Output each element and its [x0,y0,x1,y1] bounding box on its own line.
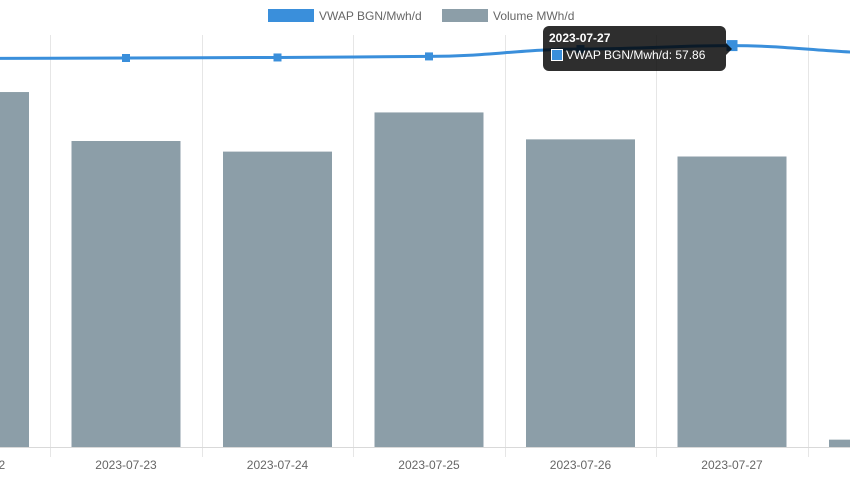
vwap-point[interactable] [122,54,130,62]
x-tick-label: 2023-07-24 [247,458,309,472]
x-axis: 2023-07-22 2023-07-23 2023-07-24 2023-07-25… [0,458,763,472]
tooltip-label: VWAP BGN/Mwh/d: 57.86 [566,48,706,62]
x-tick-label: 2023-07-23 [95,458,157,472]
tooltip-title: 2023-07-27 [549,31,611,45]
volume-bar[interactable] [526,139,635,448]
volume-bars [0,92,850,448]
legend: VWAP BGN/Mwh/d Volume MWh/d [268,9,574,23]
volume-bar[interactable] [374,112,484,447]
vwap-point[interactable] [273,53,282,62]
legend-swatch-volume[interactable] [442,9,488,22]
x-tick-label: 2023-07-25 [398,458,460,472]
volume-bar[interactable] [71,141,181,447]
volume-bar[interactable] [223,151,332,447]
legend-label-volume[interactable]: Volume MWh/d [493,9,574,23]
vwap-point[interactable] [726,40,738,52]
tooltip-row: VWAP BGN/Mwh/d: 57.86 [549,48,720,62]
grid [0,35,850,457]
tooltip-caret [726,43,732,55]
volume-bar[interactable] [829,439,850,447]
legend-label-vwap[interactable]: VWAP BGN/Mwh/d [319,9,422,23]
vwap-point[interactable] [425,52,433,61]
volume-bar[interactable] [677,156,787,447]
tooltip-swatch [551,49,563,61]
x-tick-label: 2023-07-26 [550,458,612,472]
x-tick-label: 2023-07-22 [0,458,6,472]
volume-bar[interactable] [0,92,29,447]
tooltip: 2023-07-27 VWAP BGN/Mwh/d: 57.86 [543,26,732,71]
x-tick-label: 2023-07-27 [701,458,763,472]
legend-swatch-vwap[interactable] [268,9,314,22]
